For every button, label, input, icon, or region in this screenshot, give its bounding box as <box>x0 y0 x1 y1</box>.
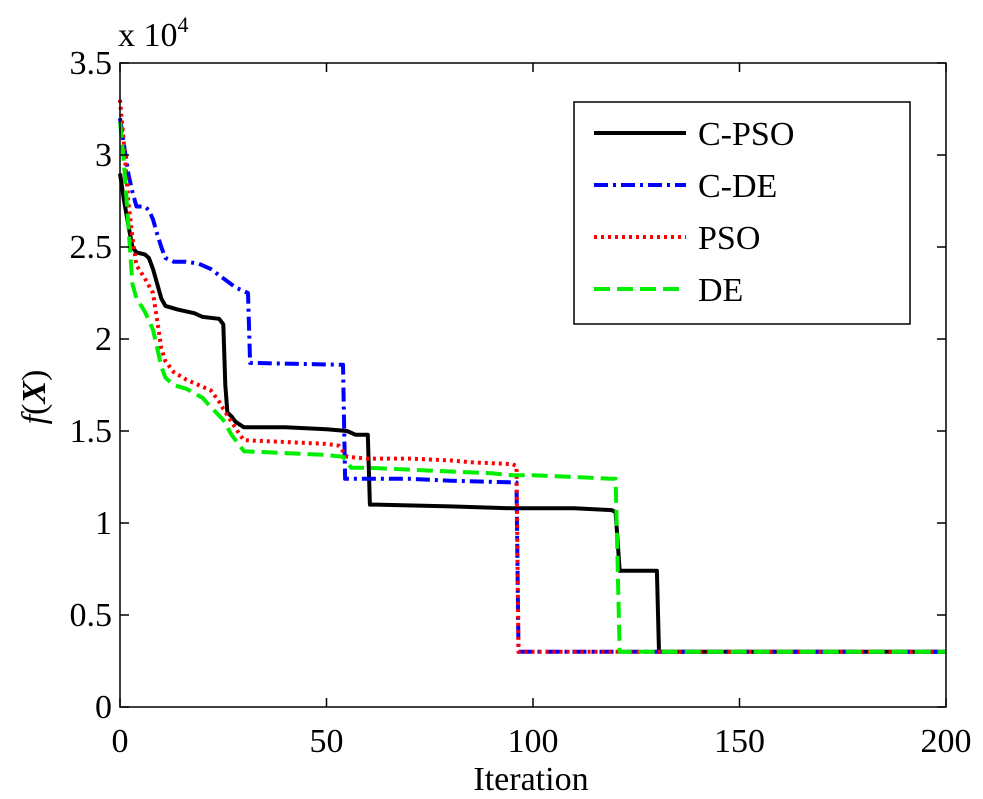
y-label-open: ( <box>16 404 53 415</box>
legend-label-c-de: C-DE <box>698 168 777 205</box>
y-multiplier-exponent: 4 <box>178 12 189 37</box>
y-tick-label: 2.5 <box>70 229 113 266</box>
x-axis-label: Iteration <box>473 761 588 798</box>
x-tick-label: 200 <box>921 723 972 760</box>
y-axis-label: f(X) <box>16 370 53 425</box>
y-multiplier-base: x 10 <box>118 17 178 54</box>
x-tick-label: 0 <box>112 723 129 760</box>
y-label-close: ) <box>16 370 53 381</box>
y-tick-labels: 0 0.5 1 1.5 2 2.5 3 3.5 <box>70 45 113 726</box>
series-line-c-de <box>118 117 946 654</box>
x-tick-label: 150 <box>714 723 765 760</box>
y-tick-label: 3.5 <box>70 45 113 82</box>
legend-label-de: DE <box>698 272 743 309</box>
legend: C-PSO C-DE PSO DE <box>573 101 911 325</box>
ticks-layer <box>119 62 947 708</box>
y-tick-label: 2 <box>95 321 112 358</box>
series-line-c-pso <box>118 173 946 654</box>
y-tick-label: 1.5 <box>70 413 113 450</box>
x-tick-labels: 0 50 100 150 200 <box>112 723 972 760</box>
y-tick-label: 0 <box>95 689 112 726</box>
legend-items: C-PSO C-DE PSO DE <box>594 116 794 309</box>
x-tick-label: 100 <box>508 723 559 760</box>
y-tick-label: 1 <box>95 505 112 542</box>
legend-label-c-pso: C-PSO <box>698 116 794 153</box>
series-layer <box>118 99 946 654</box>
y-tick-label: 3 <box>95 137 112 174</box>
series-line-de <box>118 121 946 654</box>
y-axis-multiplier: x 104 <box>118 12 189 54</box>
legend-label-pso: PSO <box>698 220 760 257</box>
y-tick-label: 0.5 <box>70 597 113 634</box>
x-tick-label: 50 <box>310 723 344 760</box>
y-label-var: X <box>16 380 53 405</box>
series-line-pso <box>118 99 946 654</box>
